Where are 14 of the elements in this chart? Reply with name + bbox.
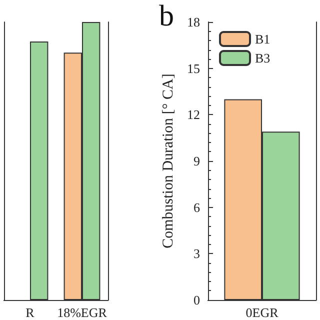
chart-title: b [159, 0, 174, 32]
y-tick-label: 0 [194, 292, 200, 308]
y-tick-label: 12 [187, 107, 200, 122]
y-tick-label: 3 [194, 246, 200, 262]
legend-label: B3 [255, 50, 270, 66]
y-tick-label: 15 [187, 60, 200, 76]
x-tick-label: 18%EGR [57, 305, 108, 320]
y-axis-title: Combustion Duration [° CA] [160, 74, 177, 248]
legend-label: B1 [255, 32, 270, 46]
y-tick-label: 18 [187, 14, 200, 30]
y-tick-label: 6 [194, 200, 200, 215]
x-tick-label: R [26, 305, 35, 320]
x-tick-label: 0EGR [246, 305, 279, 320]
y-tick-label: 9 [194, 154, 200, 168]
